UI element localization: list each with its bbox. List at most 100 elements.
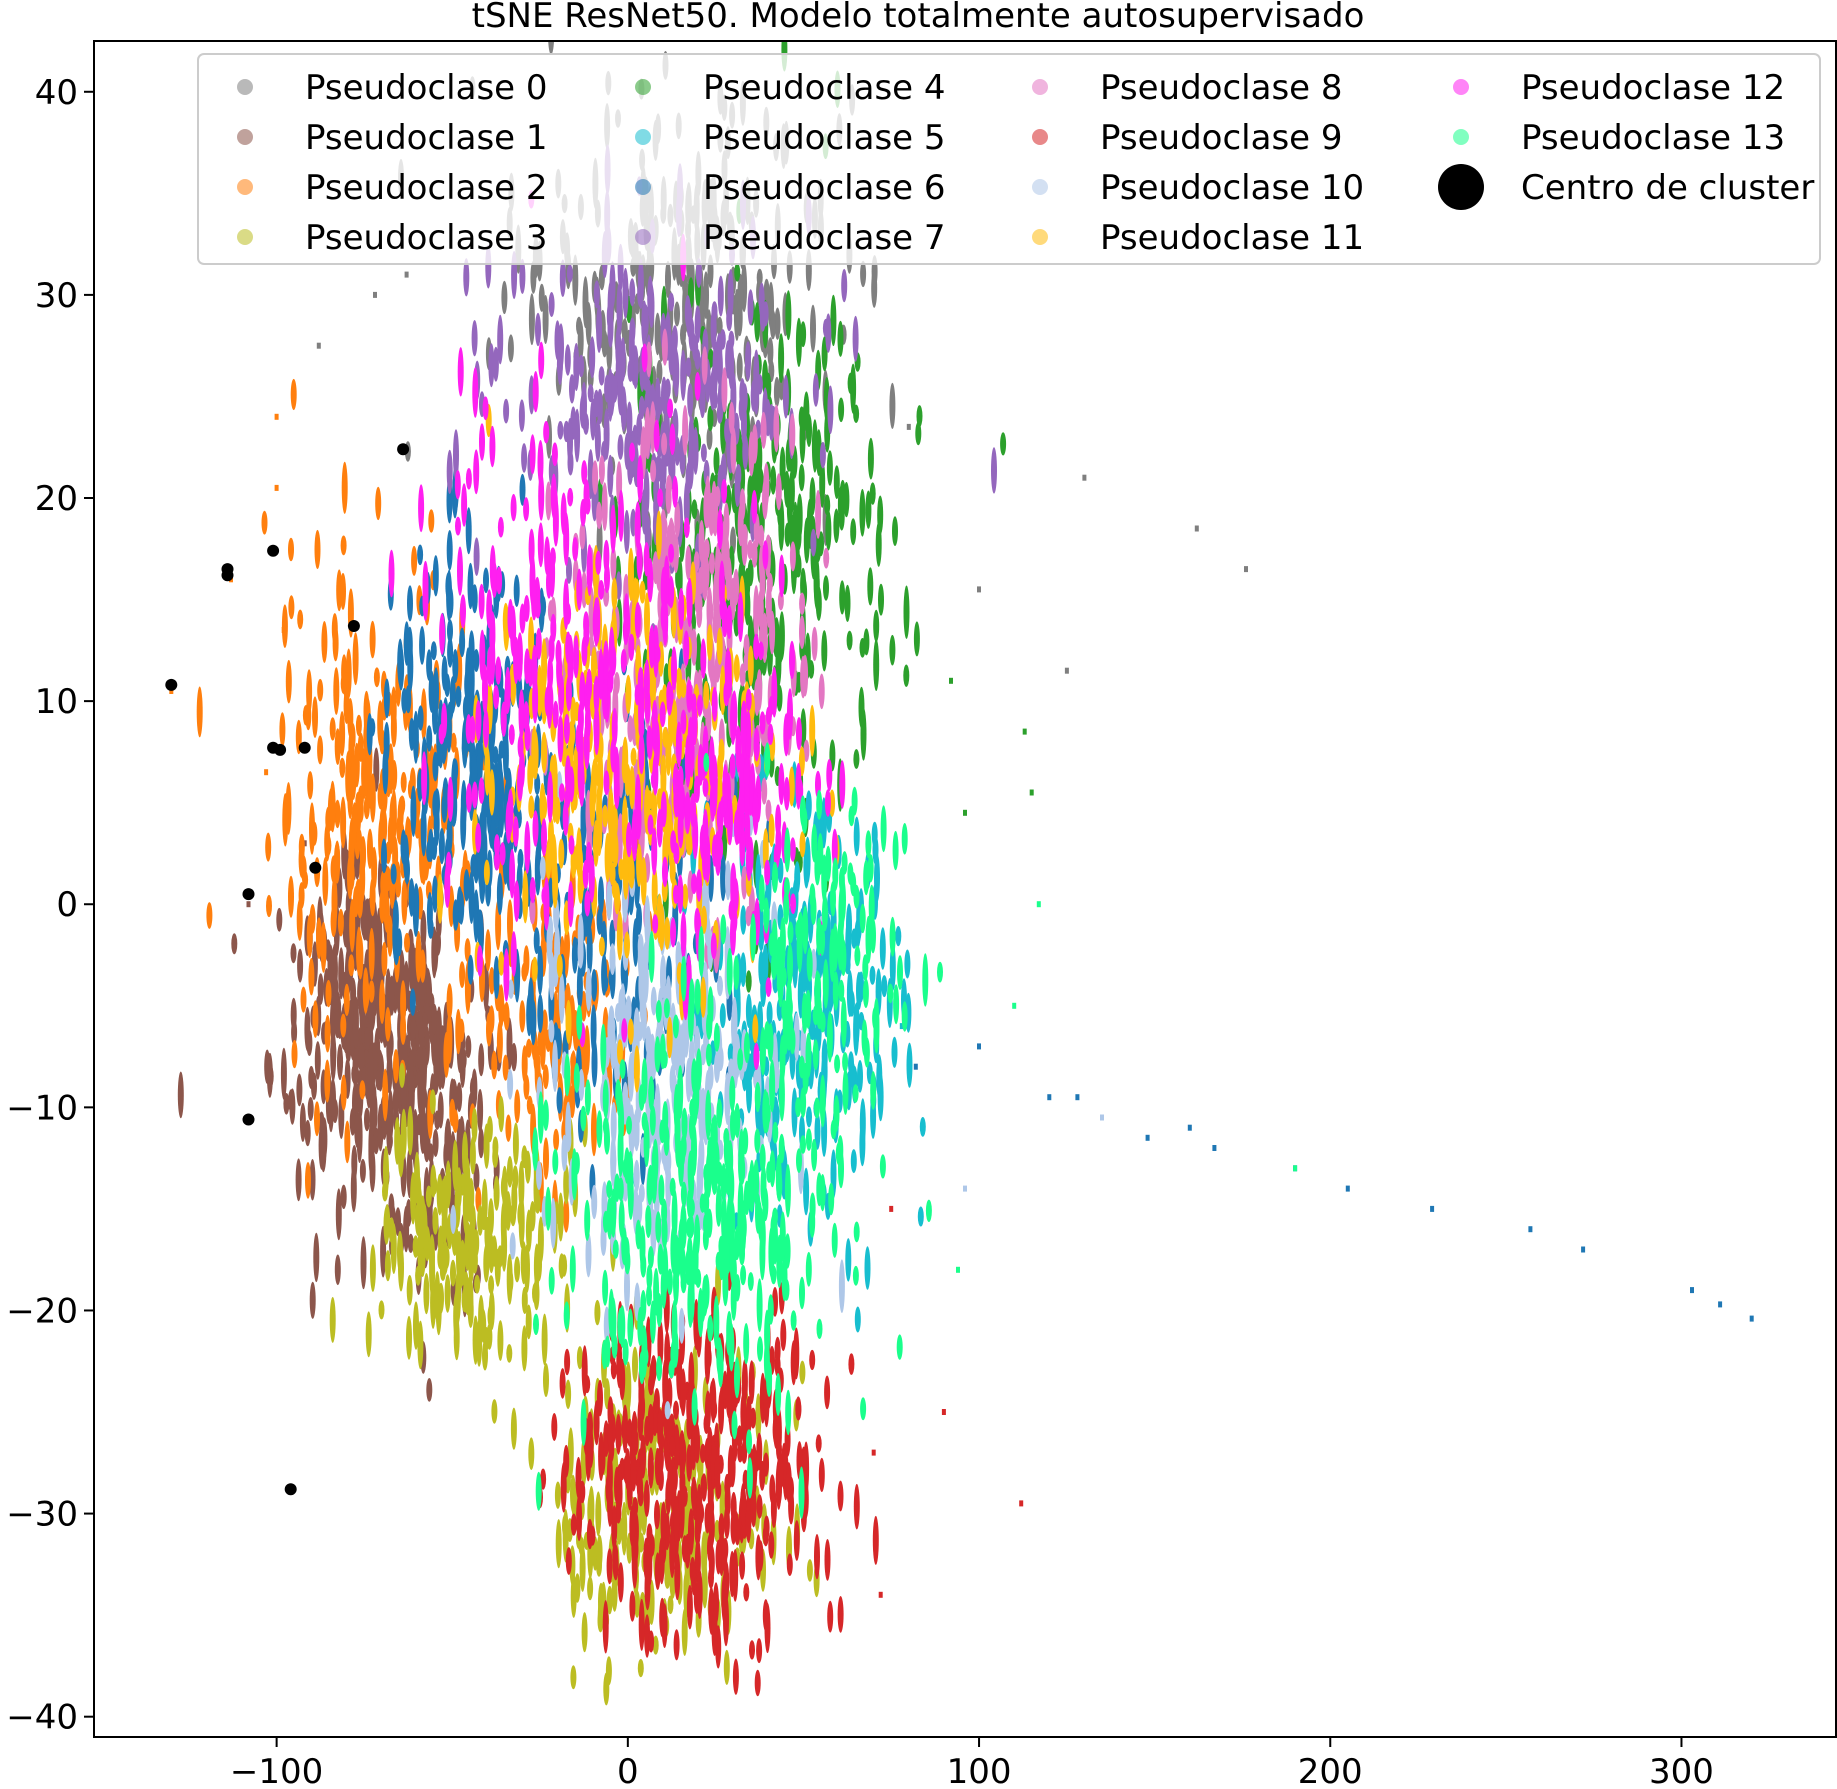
data-point bbox=[332, 989, 339, 1016]
data-point bbox=[801, 807, 808, 834]
data-point bbox=[371, 846, 378, 891]
data-point bbox=[584, 1199, 591, 1241]
data-point bbox=[343, 687, 350, 725]
data-point bbox=[593, 389, 600, 418]
data-point bbox=[324, 1014, 331, 1053]
data-point bbox=[674, 1551, 681, 1601]
data-point bbox=[634, 1590, 641, 1618]
data-point bbox=[394, 1117, 401, 1165]
data-point bbox=[505, 1114, 512, 1142]
data-point bbox=[730, 911, 736, 956]
data-point bbox=[757, 589, 764, 630]
data-point bbox=[870, 1071, 877, 1110]
data-point bbox=[782, 374, 789, 419]
data-point bbox=[559, 1368, 566, 1399]
data-point bbox=[756, 1432, 763, 1471]
data-point bbox=[706, 426, 713, 450]
data-point bbox=[267, 1065, 274, 1088]
data-point bbox=[824, 494, 831, 516]
data-point bbox=[359, 1158, 366, 1183]
data-point bbox=[488, 967, 495, 995]
data-point bbox=[340, 673, 347, 694]
data-point bbox=[818, 1457, 825, 1492]
data-point bbox=[720, 854, 727, 902]
data-point bbox=[317, 735, 324, 765]
data-point bbox=[266, 894, 272, 918]
data-point bbox=[784, 522, 791, 547]
outlier-point bbox=[871, 1449, 876, 1456]
data-point bbox=[356, 828, 362, 851]
data-point bbox=[597, 648, 604, 700]
data-point bbox=[462, 1184, 469, 1235]
data-point bbox=[432, 1070, 439, 1096]
data-point bbox=[869, 482, 876, 505]
data-point bbox=[889, 634, 896, 666]
data-point bbox=[384, 1007, 391, 1042]
data-point bbox=[665, 480, 672, 514]
data-point bbox=[715, 1539, 722, 1575]
data-point bbox=[519, 258, 526, 294]
data-point bbox=[351, 802, 358, 840]
data-point bbox=[629, 317, 636, 345]
data-point bbox=[587, 449, 594, 500]
data-point bbox=[721, 1574, 728, 1624]
data-point bbox=[569, 1245, 576, 1293]
data-point bbox=[842, 1052, 849, 1072]
data-point bbox=[745, 1492, 752, 1543]
cluster-center-point bbox=[242, 1113, 255, 1126]
data-point bbox=[604, 832, 611, 883]
data-point bbox=[693, 551, 700, 572]
legend-marker bbox=[1032, 129, 1048, 145]
data-point bbox=[925, 1199, 932, 1223]
data-point bbox=[711, 763, 718, 816]
data-point bbox=[567, 655, 574, 685]
data-point bbox=[824, 789, 831, 817]
data-point bbox=[680, 955, 687, 1002]
data-point bbox=[288, 875, 294, 918]
data-point bbox=[826, 1011, 833, 1063]
data-point bbox=[416, 1010, 423, 1030]
data-point bbox=[523, 701, 530, 733]
outlier-point bbox=[1036, 901, 1041, 908]
data-point bbox=[316, 917, 322, 960]
data-point bbox=[581, 1345, 588, 1397]
data-point bbox=[302, 870, 309, 889]
data-point bbox=[833, 1095, 840, 1132]
data-point bbox=[528, 795, 535, 819]
data-point bbox=[439, 613, 446, 655]
data-point bbox=[749, 1640, 755, 1660]
data-point bbox=[825, 510, 832, 551]
data-point bbox=[365, 1311, 372, 1358]
data-point bbox=[619, 337, 626, 382]
data-point bbox=[540, 1468, 547, 1490]
cluster-center-point bbox=[284, 1483, 297, 1496]
data-point bbox=[350, 754, 357, 800]
data-point bbox=[662, 856, 668, 887]
data-point bbox=[407, 1105, 414, 1156]
data-point bbox=[667, 1595, 674, 1615]
data-point bbox=[737, 273, 744, 318]
data-point bbox=[590, 1004, 597, 1054]
data-point bbox=[685, 545, 692, 580]
data-point bbox=[544, 536, 551, 576]
data-point bbox=[364, 1107, 370, 1132]
data-point bbox=[545, 842, 552, 879]
data-point bbox=[810, 893, 817, 925]
outlier-point bbox=[1194, 525, 1199, 532]
data-point bbox=[611, 375, 618, 403]
data-point bbox=[299, 1102, 306, 1142]
data-point bbox=[542, 295, 549, 344]
data-point bbox=[356, 926, 362, 976]
data-point bbox=[535, 627, 542, 660]
data-point bbox=[822, 959, 829, 1009]
data-point bbox=[647, 814, 654, 835]
data-point bbox=[739, 663, 746, 687]
data-point bbox=[649, 1300, 656, 1344]
data-point bbox=[388, 975, 395, 1016]
data-point bbox=[848, 1353, 855, 1375]
data-point bbox=[677, 1065, 684, 1119]
data-point bbox=[341, 461, 348, 514]
data-point bbox=[699, 1290, 706, 1323]
data-point bbox=[541, 886, 548, 905]
data-point bbox=[618, 489, 624, 542]
